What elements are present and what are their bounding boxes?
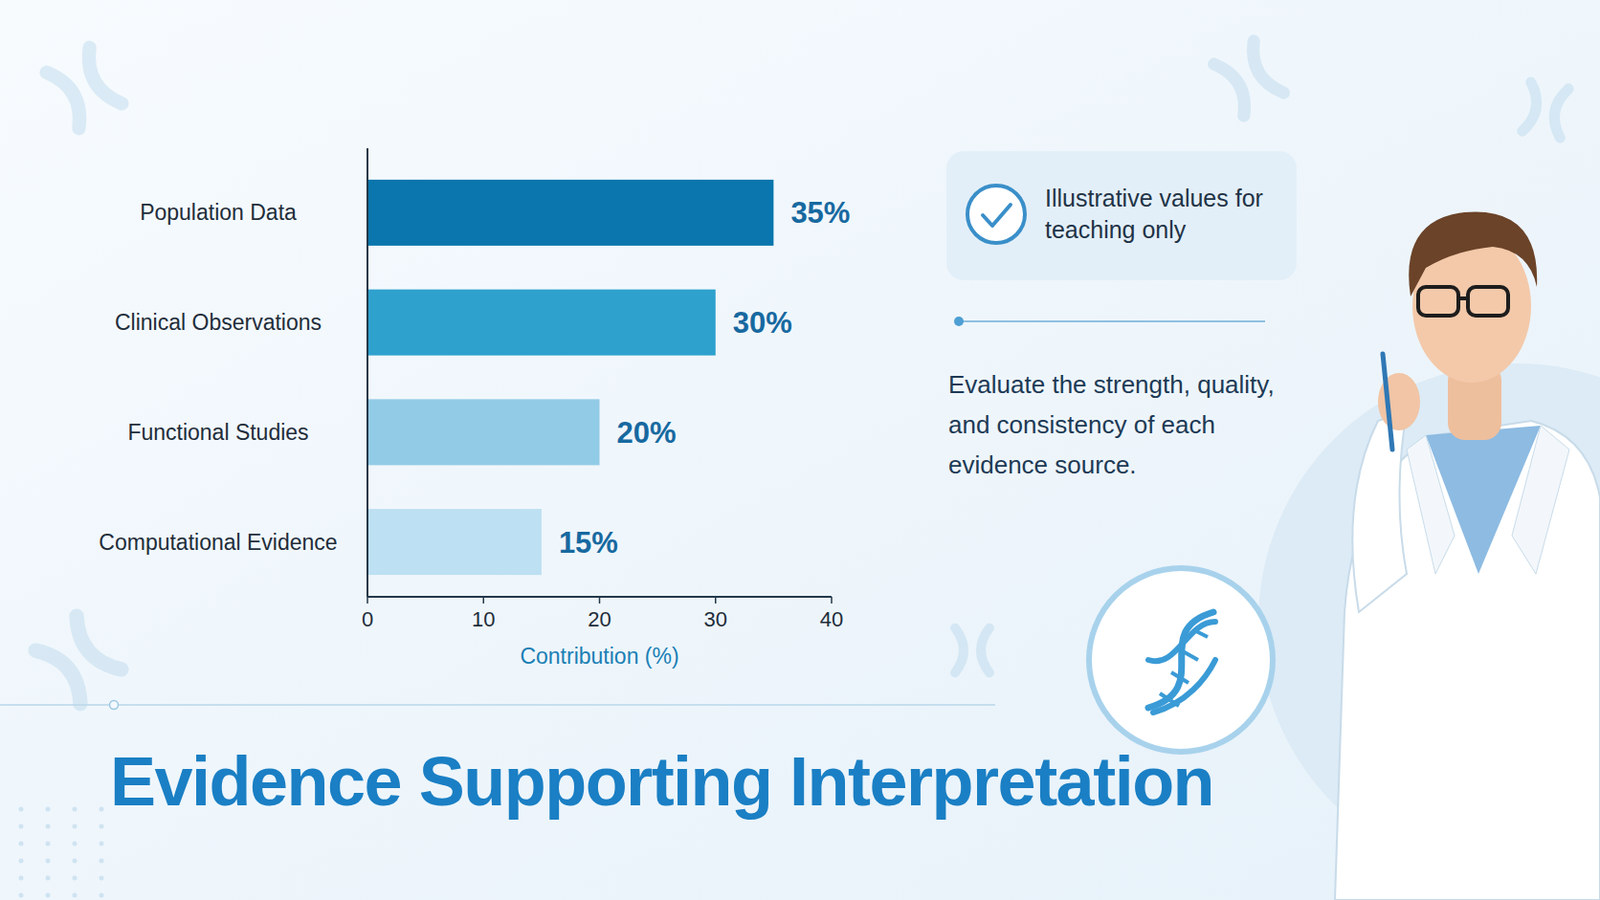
x-tick-label: 10 bbox=[471, 607, 495, 632]
annotation: Evaluate the strength, quality, and consi… bbox=[948, 370, 1275, 480]
chromosome-deco bbox=[955, 628, 990, 674]
deco-dot bbox=[72, 824, 78, 830]
check-circle bbox=[967, 185, 1025, 244]
x-tick-label: 0 bbox=[361, 607, 374, 632]
text-line: teaching only bbox=[1044, 216, 1187, 244]
chromosome-arm bbox=[980, 628, 990, 674]
chromosome-deco bbox=[1522, 82, 1569, 138]
deco-dot bbox=[72, 842, 78, 847]
chromosome-arm bbox=[46, 66, 90, 129]
lapel bbox=[1406, 435, 1455, 575]
chromosome-arm bbox=[78, 47, 122, 111]
bar bbox=[367, 399, 600, 466]
chromosome-arm bbox=[955, 628, 964, 674]
deco-dot bbox=[19, 842, 24, 847]
deco-dot bbox=[99, 842, 105, 847]
dna-rung bbox=[1194, 630, 1208, 638]
x-tick bbox=[599, 597, 601, 604]
deco-dot bbox=[99, 859, 105, 865]
data-label: 20% bbox=[617, 416, 677, 450]
x-tick-label: 20 bbox=[587, 607, 611, 632]
note-box bbox=[946, 151, 1297, 281]
deco-dot bbox=[19, 893, 24, 899]
pen bbox=[1382, 354, 1393, 450]
data-label: 30% bbox=[733, 306, 793, 340]
dna-rung bbox=[1159, 693, 1179, 707]
chromosome-deco bbox=[35, 616, 122, 705]
chromosome-deco bbox=[1214, 41, 1285, 116]
annotation: Illustrative values for teaching only bbox=[1044, 184, 1264, 244]
divider bbox=[0, 704, 996, 707]
dna-icon bbox=[1088, 568, 1273, 753]
x-tick-label: 40 bbox=[820, 607, 844, 632]
deco-dot bbox=[72, 859, 78, 865]
bars bbox=[367, 179, 774, 576]
text-line: Illustrative values for bbox=[1044, 184, 1264, 212]
deco-dot bbox=[19, 876, 24, 882]
deco-dot bbox=[45, 842, 51, 847]
chromosome-arm bbox=[1244, 41, 1285, 99]
separator bbox=[958, 320, 1266, 323]
dna-rung bbox=[1182, 651, 1199, 661]
deco-dot bbox=[19, 807, 24, 813]
deco-dot bbox=[45, 893, 51, 899]
x-tick bbox=[366, 597, 369, 604]
chromosome-deco bbox=[46, 47, 123, 130]
text-line: and consistency of each bbox=[948, 410, 1216, 440]
deco-dot bbox=[99, 876, 105, 882]
glasses bbox=[1418, 287, 1459, 316]
x-tick bbox=[830, 597, 833, 604]
category-label: Population Data bbox=[139, 200, 297, 225]
chromosome-arm bbox=[66, 616, 122, 679]
bar bbox=[367, 509, 542, 576]
dna-rung bbox=[1171, 672, 1189, 684]
data-label: 35% bbox=[790, 196, 850, 230]
divider-dot bbox=[110, 701, 119, 711]
deco-dot bbox=[45, 876, 51, 882]
glasses-bridge bbox=[1458, 296, 1468, 301]
deco-dot bbox=[72, 876, 78, 882]
bar bbox=[367, 179, 774, 246]
category-label: Clinical Observations bbox=[114, 310, 322, 335]
category-label: Functional Studies bbox=[127, 420, 309, 445]
data-label: 15% bbox=[558, 526, 619, 560]
deco-dot bbox=[45, 859, 51, 865]
deco-dot bbox=[72, 807, 78, 813]
y-axis-line bbox=[366, 148, 369, 598]
deco-dot bbox=[99, 824, 105, 830]
canvas: 0 10 20 30 40 Contribution (%) Population Data… bbox=[0, 0, 1600, 900]
check-mark bbox=[982, 204, 1011, 226]
x-axis-title: Contribution (%) bbox=[519, 644, 679, 669]
x-tick-label: 30 bbox=[704, 607, 728, 632]
separator-dot bbox=[954, 316, 964, 327]
x-tick bbox=[483, 597, 486, 604]
deco-dot bbox=[99, 807, 105, 813]
dna-strand bbox=[1148, 622, 1216, 713]
deco-dot bbox=[45, 824, 51, 830]
chromosome-arm bbox=[1214, 58, 1255, 116]
hair bbox=[1408, 211, 1537, 297]
text-line: Evaluate the strength, quality, bbox=[948, 370, 1275, 400]
arm bbox=[1352, 411, 1407, 613]
glasses bbox=[1467, 287, 1509, 316]
deco-dot bbox=[45, 807, 51, 813]
title: Evidence Supporting Interpretation bbox=[110, 743, 1214, 821]
deco-dot bbox=[72, 893, 78, 899]
category-label: Computational Evidence bbox=[98, 530, 337, 556]
text-line: evidence source. bbox=[948, 450, 1137, 480]
x-tick bbox=[714, 597, 717, 604]
deco-dot bbox=[19, 824, 24, 830]
chromosome-arm bbox=[1522, 82, 1541, 134]
lapel bbox=[1511, 425, 1570, 575]
deco-dot bbox=[19, 859, 24, 865]
chromosome-arm bbox=[1550, 87, 1569, 138]
dna-circle bbox=[1088, 568, 1273, 753]
scientist-illustration bbox=[1334, 211, 1600, 900]
deco-dot bbox=[99, 893, 105, 899]
bar bbox=[367, 289, 716, 356]
